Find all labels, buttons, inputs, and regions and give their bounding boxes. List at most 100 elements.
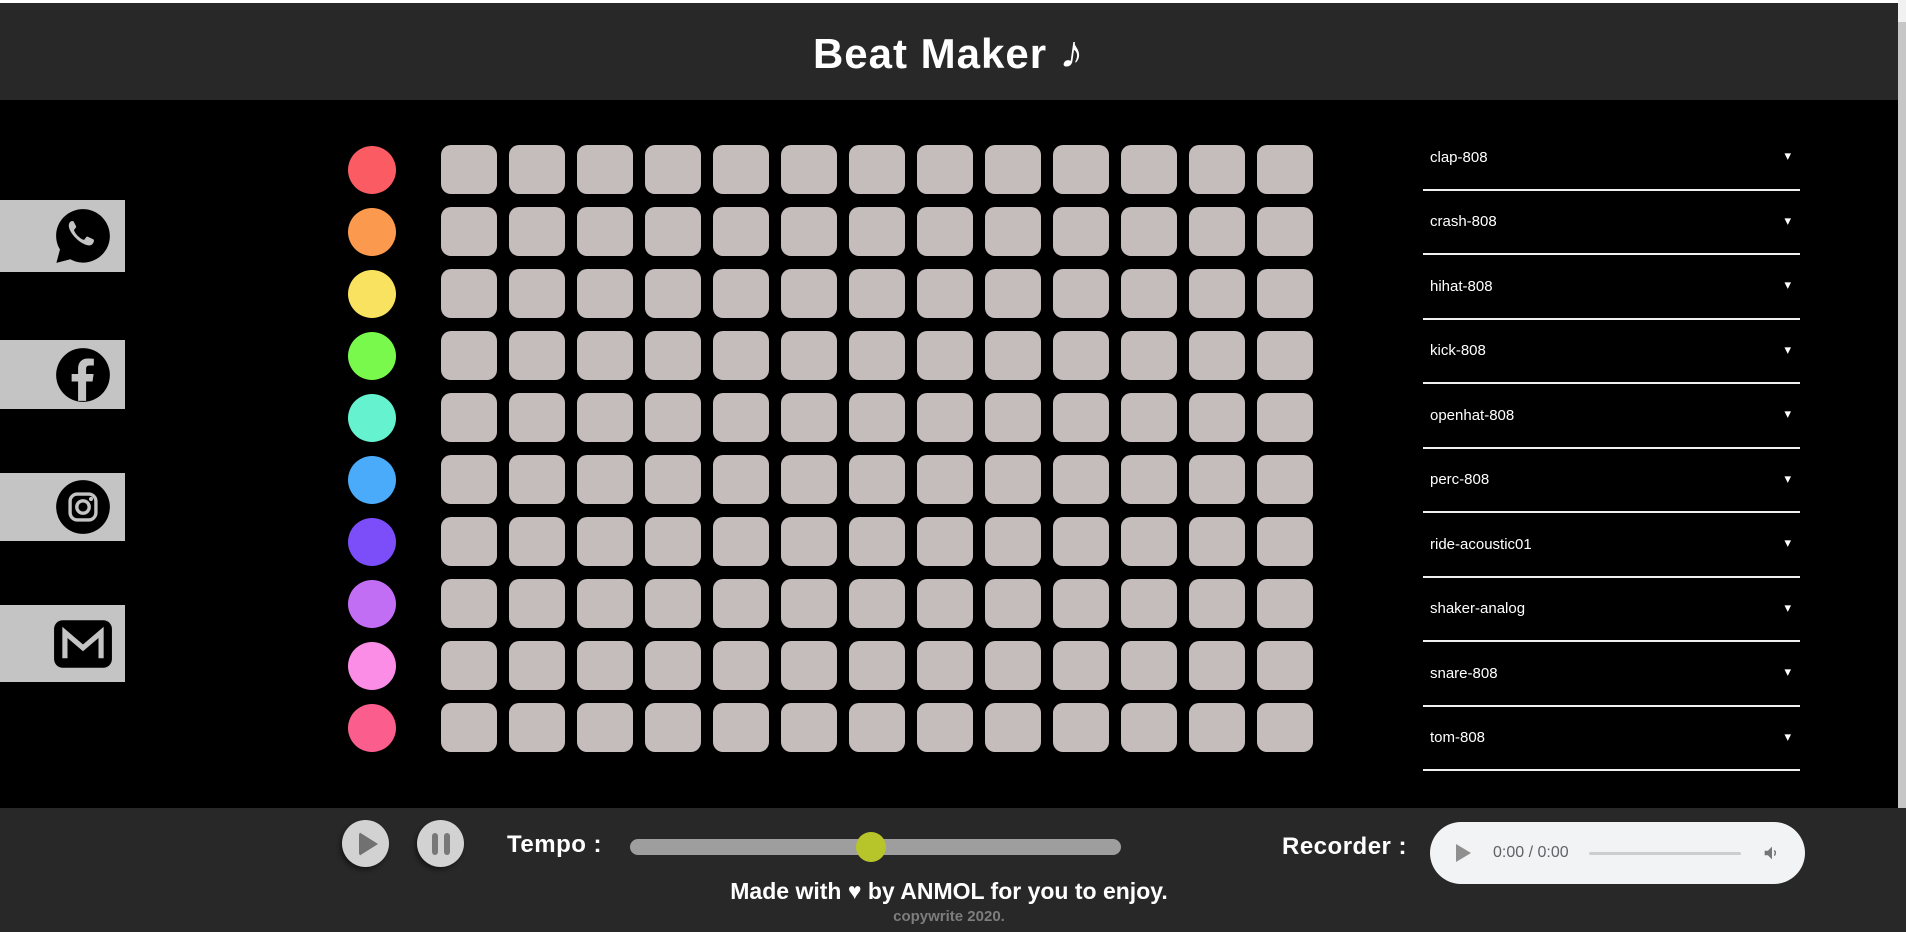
beat-pad[interactable] <box>1257 703 1313 752</box>
beat-pad[interactable] <box>1053 579 1109 628</box>
beat-pad[interactable] <box>849 331 905 380</box>
beat-pad[interactable] <box>917 455 973 504</box>
beat-pad[interactable] <box>1189 269 1245 318</box>
beat-pad[interactable] <box>1189 641 1245 690</box>
beat-pad[interactable] <box>985 455 1041 504</box>
beat-pad[interactable] <box>441 517 497 566</box>
beat-pad[interactable] <box>1053 517 1109 566</box>
beat-pad[interactable] <box>1189 703 1245 752</box>
pause-button[interactable] <box>417 820 464 867</box>
beat-pad[interactable] <box>849 145 905 194</box>
beat-pad[interactable] <box>985 331 1041 380</box>
beat-pad[interactable] <box>849 579 905 628</box>
beat-pad[interactable] <box>1053 641 1109 690</box>
beat-pad[interactable] <box>713 331 769 380</box>
beat-pad[interactable] <box>713 145 769 194</box>
beat-pad[interactable] <box>1121 269 1177 318</box>
beat-pad[interactable] <box>713 641 769 690</box>
audio-play-icon[interactable] <box>1456 844 1471 862</box>
beat-pad[interactable] <box>917 393 973 442</box>
beat-pad[interactable] <box>441 331 497 380</box>
beat-pad[interactable] <box>917 269 973 318</box>
beat-pad[interactable] <box>781 331 837 380</box>
beat-pad[interactable] <box>985 145 1041 194</box>
beat-pad[interactable] <box>985 579 1041 628</box>
beat-pad[interactable] <box>509 331 565 380</box>
beat-pad[interactable] <box>781 703 837 752</box>
sound-select[interactable]: hihat-808 <box>1423 277 1800 295</box>
beat-pad[interactable] <box>781 517 837 566</box>
beat-pad[interactable] <box>781 393 837 442</box>
beat-pad[interactable] <box>441 145 497 194</box>
beat-pad[interactable] <box>1257 579 1313 628</box>
beat-pad[interactable] <box>1189 331 1245 380</box>
sound-select[interactable]: tom-808 <box>1423 729 1800 747</box>
beat-pad[interactable] <box>577 455 633 504</box>
audio-progress-track[interactable] <box>1588 851 1741 855</box>
tempo-slider[interactable] <box>630 832 1121 862</box>
beat-pad[interactable] <box>577 207 633 256</box>
beat-pad[interactable] <box>577 145 633 194</box>
beat-pad[interactable] <box>1121 517 1177 566</box>
beat-pad[interactable] <box>849 517 905 566</box>
beat-pad[interactable] <box>917 703 973 752</box>
beat-pad[interactable] <box>985 517 1041 566</box>
beat-pad[interactable] <box>441 393 497 442</box>
beat-pad[interactable] <box>1121 207 1177 256</box>
beat-pad[interactable] <box>645 579 701 628</box>
beat-pad[interactable] <box>1121 393 1177 442</box>
scrollbar[interactable] <box>1898 0 1906 932</box>
beat-pad[interactable] <box>645 393 701 442</box>
beat-pad[interactable] <box>1053 207 1109 256</box>
sound-select[interactable]: ride-acoustic01 <box>1423 535 1800 553</box>
beat-pad[interactable] <box>713 393 769 442</box>
sound-select[interactable]: crash-808 <box>1423 213 1800 231</box>
beat-pad[interactable] <box>849 703 905 752</box>
beat-pad[interactable] <box>781 579 837 628</box>
beat-pad[interactable] <box>441 641 497 690</box>
scrollbar-thumb[interactable] <box>1898 22 1906 932</box>
beat-pad[interactable] <box>985 269 1041 318</box>
play-button[interactable] <box>342 820 389 867</box>
beat-pad[interactable] <box>1121 145 1177 194</box>
beat-pad[interactable] <box>1053 455 1109 504</box>
sound-select[interactable]: snare-808 <box>1423 664 1800 682</box>
tempo-slider-thumb[interactable] <box>856 832 886 862</box>
beat-pad[interactable] <box>1121 703 1177 752</box>
beat-pad[interactable] <box>1121 579 1177 628</box>
beat-pad[interactable] <box>441 269 497 318</box>
beat-pad[interactable] <box>509 579 565 628</box>
beat-pad[interactable] <box>985 393 1041 442</box>
beat-pad[interactable] <box>509 393 565 442</box>
beat-pad[interactable] <box>1257 455 1313 504</box>
beat-pad[interactable] <box>1189 145 1245 194</box>
beat-pad[interactable] <box>1053 703 1109 752</box>
beat-pad[interactable] <box>781 207 837 256</box>
beat-pad[interactable] <box>1189 517 1245 566</box>
beat-pad[interactable] <box>781 269 837 318</box>
beat-pad[interactable] <box>1189 393 1245 442</box>
beat-pad[interactable] <box>985 641 1041 690</box>
beat-pad[interactable] <box>849 641 905 690</box>
beat-pad[interactable] <box>441 703 497 752</box>
beat-pad[interactable] <box>1121 641 1177 690</box>
beat-pad[interactable] <box>509 269 565 318</box>
beat-pad[interactable] <box>713 579 769 628</box>
beat-pad[interactable] <box>713 703 769 752</box>
beat-pad[interactable] <box>509 703 565 752</box>
beat-pad[interactable] <box>1053 393 1109 442</box>
beat-pad[interactable] <box>917 641 973 690</box>
beat-pad[interactable] <box>781 641 837 690</box>
beat-pad[interactable] <box>1189 207 1245 256</box>
beat-pad[interactable] <box>441 579 497 628</box>
beat-pad[interactable] <box>849 269 905 318</box>
social-link-facebook[interactable] <box>0 340 125 409</box>
beat-pad[interactable] <box>645 703 701 752</box>
beat-pad[interactable] <box>917 579 973 628</box>
beat-pad[interactable] <box>985 703 1041 752</box>
beat-pad[interactable] <box>509 455 565 504</box>
beat-pad[interactable] <box>509 517 565 566</box>
beat-pad[interactable] <box>849 455 905 504</box>
beat-pad[interactable] <box>985 207 1041 256</box>
beat-pad[interactable] <box>577 579 633 628</box>
